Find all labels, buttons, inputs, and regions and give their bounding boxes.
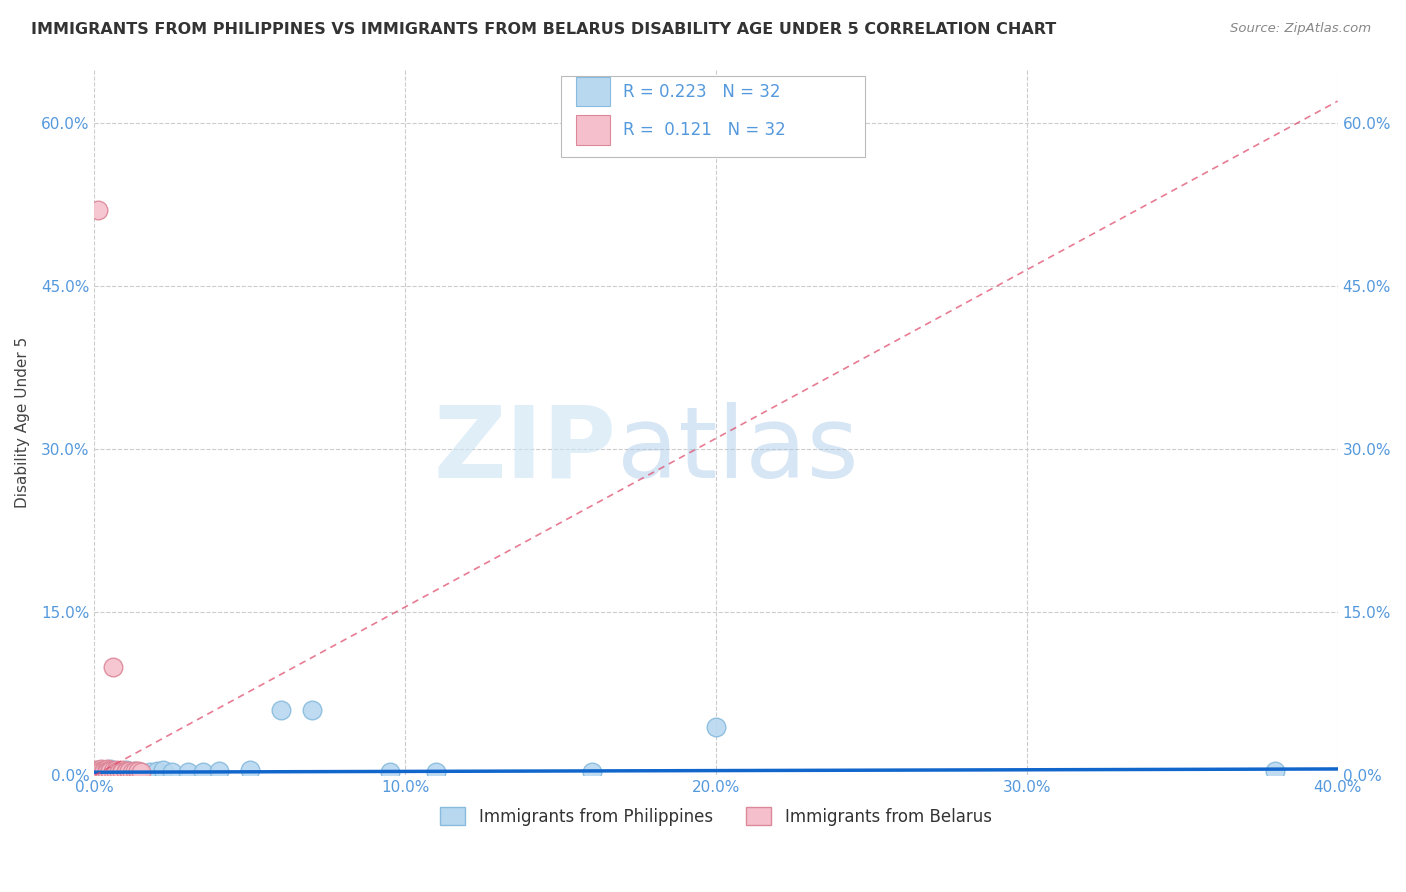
Point bbox=[96, 764, 118, 778]
Point bbox=[93, 765, 115, 780]
Y-axis label: Disability Age Under 5: Disability Age Under 5 bbox=[15, 336, 30, 508]
Point bbox=[378, 765, 401, 780]
Point bbox=[86, 202, 108, 217]
Point bbox=[101, 659, 124, 673]
Point bbox=[96, 765, 118, 780]
Point bbox=[145, 764, 167, 778]
Point bbox=[160, 765, 183, 780]
Point bbox=[177, 765, 200, 780]
Point bbox=[96, 762, 118, 776]
Point bbox=[193, 765, 215, 780]
Point bbox=[152, 763, 174, 777]
Point bbox=[114, 765, 136, 780]
Text: Source: ZipAtlas.com: Source: ZipAtlas.com bbox=[1230, 22, 1371, 36]
Point bbox=[121, 765, 143, 780]
Point bbox=[98, 762, 121, 776]
Point bbox=[98, 764, 121, 778]
FancyBboxPatch shape bbox=[561, 76, 865, 157]
Point bbox=[84, 763, 107, 777]
Point bbox=[129, 765, 152, 780]
Point bbox=[101, 764, 124, 778]
Text: atlas: atlas bbox=[617, 401, 858, 499]
Point bbox=[127, 764, 149, 778]
Point bbox=[90, 764, 112, 778]
Text: R = 0.223   N = 32: R = 0.223 N = 32 bbox=[623, 83, 780, 101]
Point bbox=[93, 763, 115, 777]
Point bbox=[98, 764, 121, 778]
Point bbox=[1264, 764, 1286, 778]
Text: ZIP: ZIP bbox=[433, 401, 617, 499]
FancyBboxPatch shape bbox=[575, 77, 610, 106]
Point bbox=[105, 765, 128, 780]
Point bbox=[86, 763, 108, 777]
Point bbox=[124, 764, 146, 778]
Point bbox=[93, 765, 115, 780]
Point bbox=[111, 765, 134, 780]
Text: IMMIGRANTS FROM PHILIPPINES VS IMMIGRANTS FROM BELARUS DISABILITY AGE UNDER 5 CO: IMMIGRANTS FROM PHILIPPINES VS IMMIGRANT… bbox=[31, 22, 1056, 37]
Point bbox=[301, 703, 323, 717]
Point bbox=[101, 765, 124, 780]
Point bbox=[239, 763, 262, 777]
Point bbox=[114, 764, 136, 778]
Point bbox=[108, 764, 131, 778]
Point bbox=[86, 764, 108, 778]
Point bbox=[111, 765, 134, 780]
Point bbox=[90, 765, 112, 780]
Point bbox=[270, 703, 292, 717]
Point bbox=[96, 765, 118, 780]
Point bbox=[124, 764, 146, 778]
Point bbox=[105, 763, 128, 777]
Text: R =  0.121   N = 32: R = 0.121 N = 32 bbox=[623, 120, 786, 139]
Point bbox=[581, 765, 603, 780]
Point bbox=[129, 765, 152, 780]
Point bbox=[93, 763, 115, 777]
Point bbox=[425, 765, 447, 780]
Point bbox=[101, 764, 124, 778]
Point bbox=[98, 763, 121, 777]
Point bbox=[127, 765, 149, 780]
Point bbox=[108, 765, 131, 780]
Point bbox=[139, 765, 162, 780]
Legend: Immigrants from Philippines, Immigrants from Belarus: Immigrants from Philippines, Immigrants … bbox=[432, 799, 1000, 834]
Point bbox=[118, 765, 141, 780]
Point bbox=[704, 720, 727, 734]
Point bbox=[111, 763, 134, 777]
Point bbox=[90, 764, 112, 778]
Point bbox=[90, 762, 112, 776]
Point bbox=[105, 765, 128, 780]
Point bbox=[118, 764, 141, 778]
Point bbox=[98, 765, 121, 780]
Point bbox=[108, 764, 131, 778]
Point bbox=[93, 764, 115, 778]
Point bbox=[121, 765, 143, 780]
Point bbox=[114, 763, 136, 777]
Point bbox=[118, 764, 141, 778]
Point bbox=[208, 764, 231, 778]
FancyBboxPatch shape bbox=[575, 115, 610, 145]
